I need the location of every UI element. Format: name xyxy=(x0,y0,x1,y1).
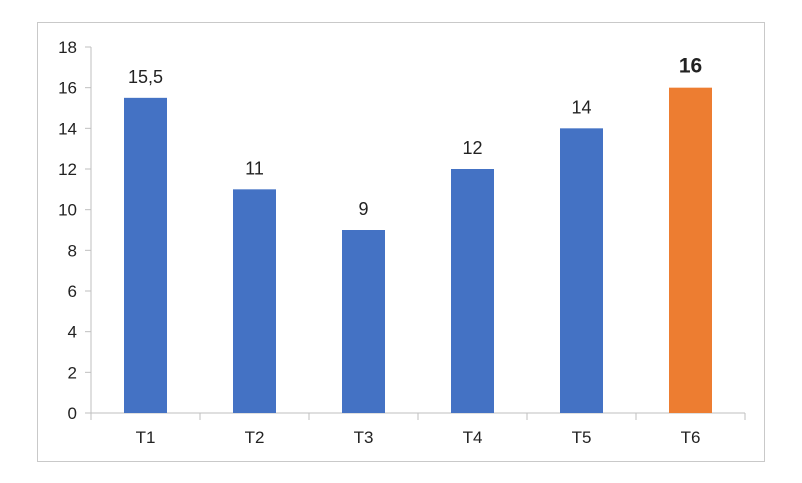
bar-t2 xyxy=(233,189,276,413)
y-tick-label: 10 xyxy=(58,201,77,220)
bar-t6 xyxy=(669,87,712,414)
x-tick-label: T2 xyxy=(245,428,265,447)
data-label: 12 xyxy=(462,138,482,158)
bar-t3 xyxy=(342,230,385,413)
y-tick-label: 8 xyxy=(68,241,77,260)
bar-t5 xyxy=(560,128,603,414)
y-tick-label: 16 xyxy=(58,79,77,98)
y-axis: 0 2 4 6 8 10 12 14 16 18 xyxy=(58,38,92,423)
x-tick-label: T1 xyxy=(136,428,156,447)
y-tick-label: 14 xyxy=(58,119,77,138)
y-tick-label: 12 xyxy=(58,160,77,179)
bar-t4 xyxy=(451,169,494,413)
data-labels: 15,5 11 9 12 14 16 xyxy=(128,55,702,219)
x-tick-label: T4 xyxy=(463,428,483,447)
y-tick-label: 0 xyxy=(68,404,77,423)
bars xyxy=(124,87,712,414)
bar-t1 xyxy=(124,97,167,413)
x-tick-label: T3 xyxy=(354,428,374,447)
data-label: 16 xyxy=(679,55,702,78)
x-axis: T1 T2 T3 T4 T5 T6 xyxy=(90,412,746,447)
y-tick-label: 2 xyxy=(68,363,77,382)
y-tick-label: 18 xyxy=(58,38,77,57)
data-label: 11 xyxy=(245,158,264,178)
y-tick-label: 4 xyxy=(68,323,77,342)
x-tick-label: T6 xyxy=(681,428,701,447)
data-label: 9 xyxy=(358,199,368,219)
data-label: 14 xyxy=(571,97,591,117)
data-label: 15,5 xyxy=(128,67,163,87)
y-tick-label: 6 xyxy=(68,282,77,301)
x-tick-label: T5 xyxy=(572,428,592,447)
